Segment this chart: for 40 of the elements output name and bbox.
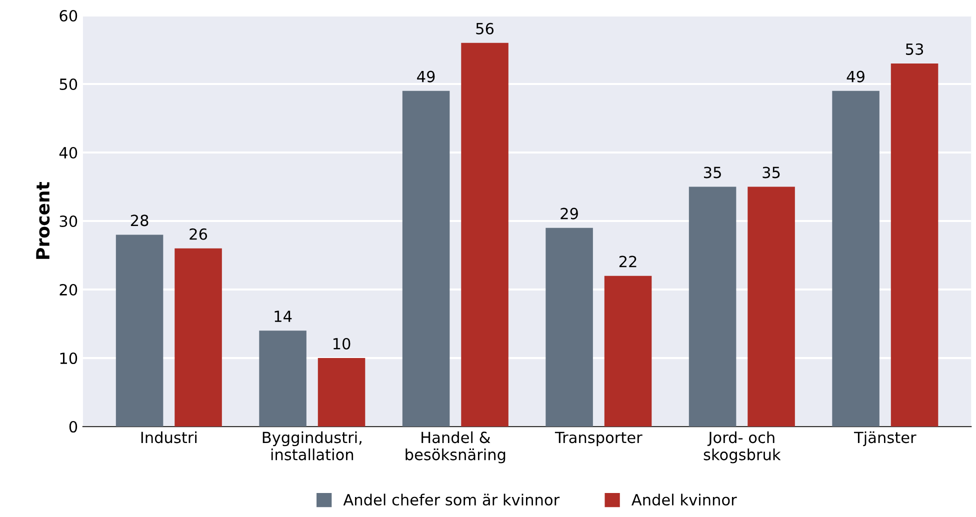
x-tick-label: Tjänster bbox=[854, 431, 916, 446]
y-tick-label: 60 bbox=[60, 10, 78, 22]
bar bbox=[604, 276, 652, 427]
bar bbox=[890, 63, 938, 427]
data-label: 49 bbox=[417, 70, 435, 82]
data-label: 35 bbox=[704, 166, 721, 178]
y-tick-label: 40 bbox=[59, 146, 78, 159]
legend-label: Andel chefer som är kvinnor bbox=[343, 494, 560, 506]
data-label: 35 bbox=[762, 166, 780, 178]
x-tick-label: Jord- och skogsbruk bbox=[704, 431, 781, 464]
bar bbox=[832, 90, 880, 427]
bar bbox=[402, 90, 450, 427]
data-label: 26 bbox=[190, 228, 208, 240]
bar bbox=[546, 228, 593, 427]
bar bbox=[174, 248, 222, 427]
bar bbox=[318, 358, 366, 427]
data-label: 53 bbox=[906, 43, 924, 55]
y-tick-label: 20 bbox=[60, 284, 78, 296]
y-tick-label: 50 bbox=[60, 78, 78, 90]
y-tick-label: 0 bbox=[69, 420, 78, 433]
data-label: 10 bbox=[333, 338, 350, 350]
bar bbox=[748, 186, 795, 427]
data-label: 49 bbox=[846, 70, 864, 82]
bar bbox=[461, 42, 508, 427]
bar bbox=[116, 234, 164, 427]
data-label: 56 bbox=[476, 22, 494, 34]
legend-label: Andel kvinnor bbox=[632, 494, 737, 506]
bar bbox=[688, 186, 736, 427]
x-tick-label: Handel & besöksnäring bbox=[406, 431, 506, 464]
data-label: 14 bbox=[274, 310, 292, 322]
y-axis-title: Procent bbox=[36, 182, 50, 259]
data-label: 28 bbox=[130, 214, 148, 226]
data-label: 22 bbox=[619, 256, 636, 268]
x-tick-label: Transporter bbox=[554, 432, 642, 446]
x-tick-label: Industri bbox=[141, 431, 196, 444]
y-tick-label: 30 bbox=[60, 215, 78, 228]
x-tick-label: Byggindustri, installation bbox=[262, 431, 362, 460]
y-tick-label: 10 bbox=[60, 352, 78, 364]
bar bbox=[259, 330, 306, 427]
data-label: 29 bbox=[560, 208, 578, 220]
